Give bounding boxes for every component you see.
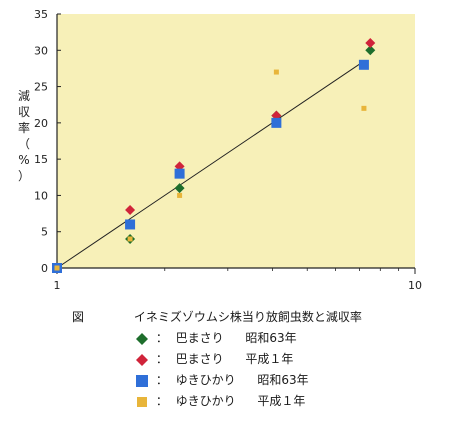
legend-separator: ： (155, 394, 168, 408)
y-tick-label: 10 (34, 189, 48, 202)
data-point-series-1 (365, 45, 376, 56)
legend-entry-3: ： ゆきひかり 昭和63年 (72, 370, 442, 391)
legend-series-season: 昭和63年 (257, 373, 309, 387)
square-icon (137, 396, 147, 407)
trend-line-group (56, 60, 365, 269)
chart-title: イネミズゾウムシ株当り放飼虫数と減収率 (133, 310, 362, 324)
plot-area (57, 14, 415, 268)
legend-series-name: ゆきひかり (175, 373, 236, 387)
x-tick-label: 10 (408, 279, 422, 292)
legend-separator: ： (155, 331, 168, 345)
legend-entry-4: ： ゆきひかり 平成１年 (72, 391, 442, 412)
y-tick-label: 35 (34, 8, 48, 21)
data-point-series-2 (365, 38, 376, 49)
legend-series-season: 昭和63年 (245, 331, 297, 345)
trend-line (56, 60, 365, 269)
data-point-series-3 (358, 59, 369, 70)
legend-series-name: 巴まさり (175, 331, 224, 345)
y-tick-label: 25 (34, 81, 48, 94)
y-tick-label: 5 (41, 226, 48, 239)
data-points-group (52, 38, 376, 273)
legend-separator: ： (155, 352, 168, 366)
y-axis-ticks: 0 5 10 15 20 25 30 35 (34, 8, 61, 275)
caption-title-row: 図 イネミズゾウムシ株当り放飼虫数と減収率 (72, 306, 442, 328)
x-tick-label: 1 (54, 279, 61, 292)
data-point-series-4 (54, 265, 60, 271)
y-tick-label: 20 (34, 117, 48, 130)
square-icon (136, 374, 148, 387)
legend-series-name: ゆきひかり (175, 394, 236, 408)
x-axis-ticks: 1 10 (54, 268, 422, 292)
legend-series-name: 巴まさり (175, 352, 224, 366)
data-point-series-4 (177, 192, 183, 198)
data-point-series-3 (174, 168, 185, 179)
data-point-series-4 (273, 69, 279, 75)
y-tick-label: 0 (41, 262, 48, 275)
scatter-chart: 0 5 10 15 20 25 30 35 1 10 減収率（%） (18, 8, 422, 292)
legend-separator: ： (155, 373, 168, 387)
data-point-series-1 (174, 183, 185, 194)
data-point-series-3 (271, 117, 282, 128)
y-tick-label: 30 (34, 44, 48, 57)
figure-label: 図 (72, 310, 85, 324)
diamond-icon (136, 332, 148, 345)
legend-entry-1: ： 巴まさり 昭和63年 (72, 328, 442, 349)
diamond-icon (136, 353, 148, 366)
data-point-series-4 (361, 105, 367, 111)
y-tick-label: 15 (34, 153, 48, 166)
data-point-series-2 (125, 204, 136, 215)
data-point-series-3 (125, 219, 136, 230)
data-point-series-4 (127, 236, 133, 242)
legend-series-season: 平成１年 (245, 352, 294, 366)
y-axis-label: 減収率（%） (18, 88, 30, 183)
legend-series-season: 平成１年 (257, 394, 306, 408)
legend-entry-2: ： 巴まさり 平成１年 (72, 349, 442, 370)
figure-caption: 図 イネミズゾウムシ株当り放飼虫数と減収率 ： 巴まさり 昭和63年 ： 巴まさ… (72, 306, 442, 412)
